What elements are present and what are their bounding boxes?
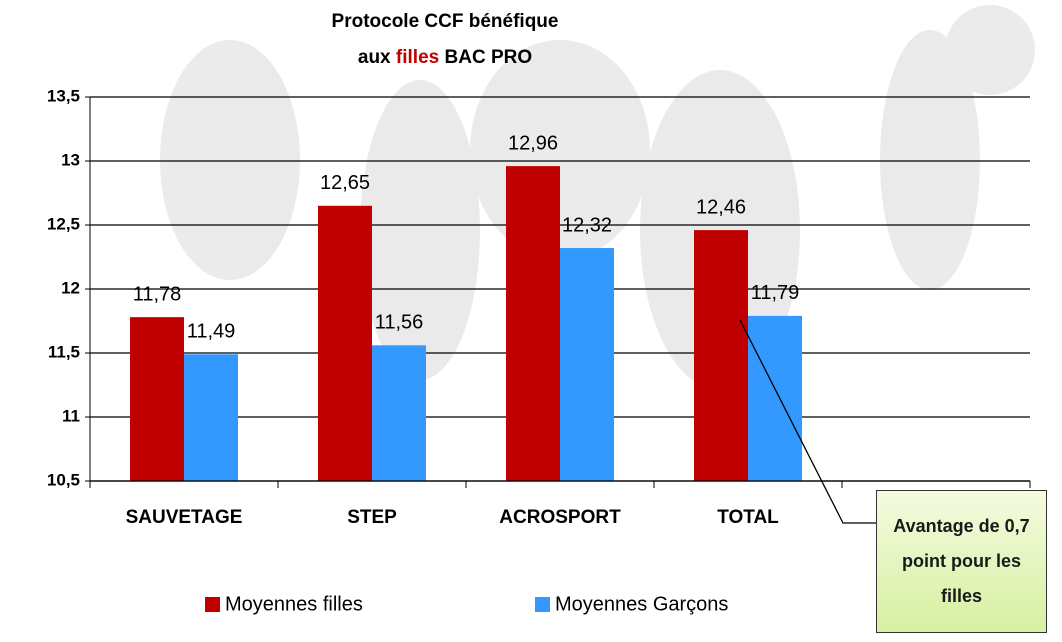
annotation: Avantage de 0,7 point pour les filles	[876, 490, 1047, 633]
bar	[560, 248, 614, 481]
data-label: 11,79	[751, 282, 800, 304]
data-label: 12,32	[562, 214, 612, 236]
bar	[372, 345, 426, 481]
x-tick-label: STEP	[347, 507, 397, 528]
data-label: 11,78	[133, 283, 182, 305]
x-tick-label: TOTAL	[717, 507, 779, 528]
y-tick-label: 11,5	[48, 342, 80, 361]
bar	[506, 166, 560, 481]
x-tick-label: SAUVETAGE	[126, 507, 243, 528]
legend-swatch	[535, 597, 550, 612]
data-label: 12,96	[508, 132, 558, 154]
bar	[130, 317, 184, 481]
title-part: aux	[358, 47, 391, 68]
bar	[318, 205, 372, 482]
chart-title: Protocole CCF bénéfique	[332, 11, 559, 32]
callout-line	[739, 319, 876, 524]
y-tick-label: 12	[61, 278, 80, 297]
data-label: 12,46	[696, 196, 746, 218]
y-tick-label: 13	[61, 150, 80, 169]
title-highlight: filles	[396, 47, 439, 68]
data-label: 11,56	[375, 312, 424, 334]
y-tick-label: 10,5	[47, 470, 80, 489]
bar	[694, 230, 748, 481]
y-tick-label: 13,5	[47, 86, 80, 105]
bar	[184, 354, 238, 481]
legend-label: Moyennes filles	[225, 593, 363, 615]
legend-label: Moyennes Garçons	[555, 593, 728, 615]
title-part: BAC PRO	[445, 47, 533, 68]
y-tick-label: 11	[62, 406, 80, 425]
data-label: 11,49	[187, 321, 236, 343]
data-label: 12,65	[320, 172, 370, 194]
chart-title: aux filles BAC PRO	[358, 47, 532, 68]
y-tick-label: 12,5	[47, 214, 80, 233]
legend-swatch	[205, 597, 220, 612]
bar	[748, 315, 802, 481]
x-tick-label: ACROSPORT	[499, 507, 621, 528]
